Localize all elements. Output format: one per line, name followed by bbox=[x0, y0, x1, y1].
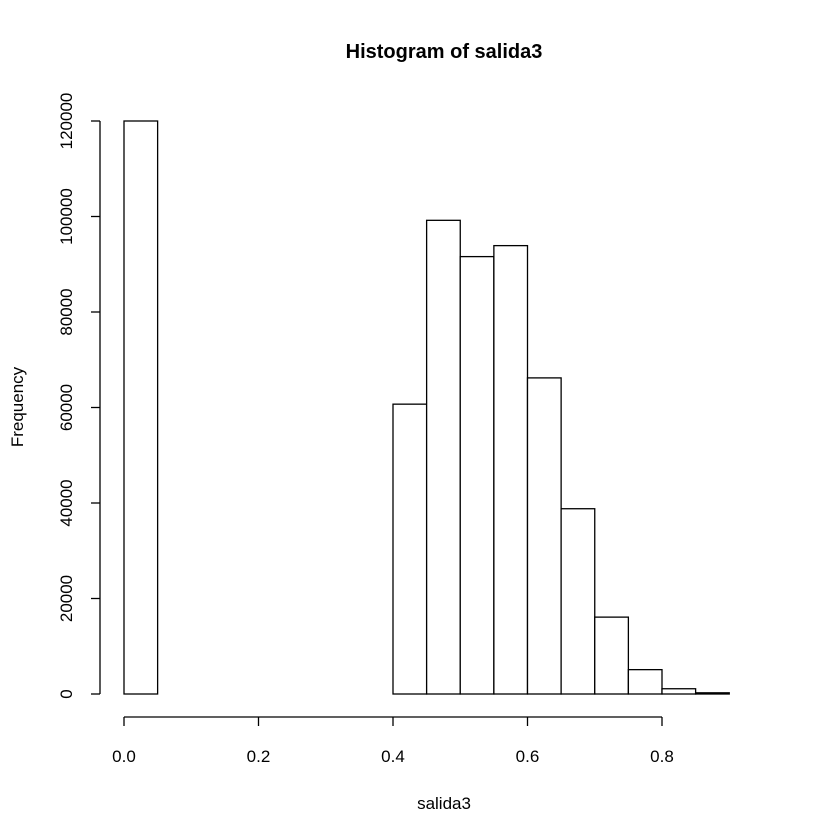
y-axis: 0 20000 40000 60000 80000 100000 120000 bbox=[57, 93, 101, 699]
histogram-bar bbox=[459, 255, 495, 695]
bars-group bbox=[123, 120, 730, 695]
x-tick-label: 0.4 bbox=[381, 747, 405, 766]
histogram-bar bbox=[627, 668, 663, 695]
y-tick-label: 40000 bbox=[57, 479, 76, 526]
y-tick-label: 20000 bbox=[57, 575, 76, 622]
x-tick-label: 0.8 bbox=[650, 747, 674, 766]
y-tick-label: 80000 bbox=[57, 288, 76, 335]
x-tick-label: 0.6 bbox=[516, 747, 540, 766]
histogram-bar bbox=[694, 692, 730, 695]
histogram-bar bbox=[123, 120, 159, 695]
chart-title: Histogram of salida3 bbox=[346, 41, 543, 63]
y-tick-label: 100000 bbox=[57, 188, 76, 245]
x-axis: 0.0 0.2 0.4 0.6 0.8 bbox=[112, 716, 674, 766]
histogram-bar bbox=[493, 244, 529, 695]
x-tick-label: 0.0 bbox=[112, 747, 136, 766]
x-axis-label: salida3 bbox=[417, 794, 471, 813]
x-tick-label: 0.2 bbox=[247, 747, 271, 766]
y-tick-label: 60000 bbox=[57, 384, 76, 431]
histogram-bar bbox=[594, 616, 630, 695]
y-tick-label: 0 bbox=[57, 689, 76, 698]
histogram-bar bbox=[425, 219, 461, 695]
histogram-bar bbox=[560, 508, 596, 695]
y-tick-label: 120000 bbox=[57, 93, 76, 150]
histogram-bar bbox=[661, 688, 697, 695]
y-axis-label: Frequency bbox=[8, 366, 27, 447]
histogram-bar bbox=[392, 403, 428, 695]
histogram-bar bbox=[526, 377, 562, 695]
